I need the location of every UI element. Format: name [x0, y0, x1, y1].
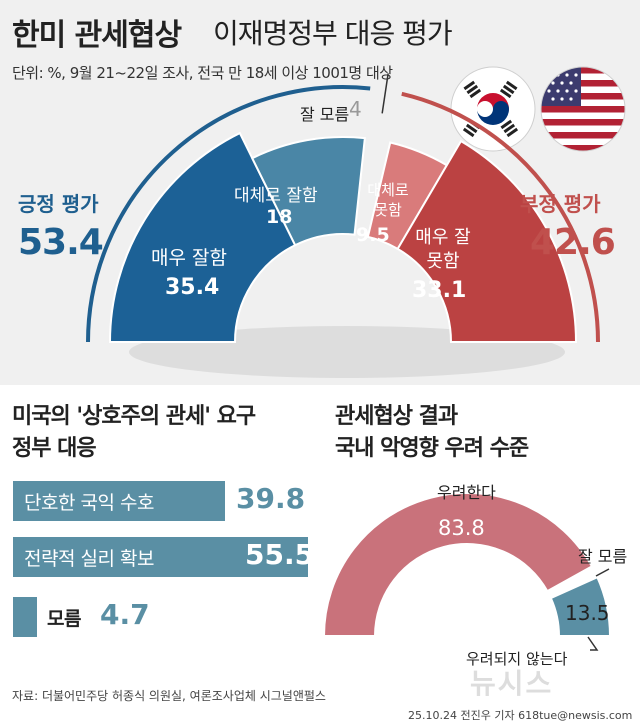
- slice-value-very-good: 35.4: [165, 275, 220, 300]
- policy-chart-title-line1: 미국의 '상호주의 관세' 요구: [12, 404, 256, 429]
- slice-value-bad: 9.5: [356, 224, 390, 246]
- title-sub: 이재명정부 대응 평가: [213, 17, 453, 50]
- slice-label-good: 대체로 잘함: [234, 186, 318, 206]
- concern-slice: [322, 492, 594, 637]
- positive-label: 긍정 평가: [18, 192, 99, 216]
- dontknow-label: 잘 모름: [300, 105, 350, 124]
- notconcern-slice: [549, 575, 612, 637]
- unit-note: 단위: %, 9월 21~22일 조사, 전국 만 18세 이상 1001명 대…: [12, 64, 393, 82]
- negative-label: 부정 평가: [520, 192, 601, 216]
- negative-value: 42.6: [530, 222, 616, 263]
- policy-chart-title-line2: 정부 대응: [12, 436, 97, 461]
- concern-chart-title-line2: 국내 악영향 우려 수준: [335, 436, 529, 461]
- slice-label-very-bad: 매우 잘못함: [412, 226, 474, 274]
- policy-bar: [13, 597, 37, 637]
- positive-outer-arc: [86, 85, 371, 343]
- concern-dontknow-leader: [595, 568, 610, 577]
- slice-good: [250, 136, 366, 247]
- credit-note: 25.10.24 전진우 기자 618tue@newsis.com: [408, 709, 633, 722]
- concern-notconcern-leader: [587, 636, 599, 651]
- dontknow-value: 4: [349, 97, 362, 121]
- policy-bar-label: 단호한 국익 수호: [24, 492, 154, 514]
- slice-label-bad: 대체로 못함: [360, 180, 416, 220]
- slice-very-bad: [396, 139, 578, 343]
- notconcern-label: 우려되지 않는다: [466, 650, 568, 668]
- slice-label-very-good: 매우 잘함: [151, 247, 227, 269]
- concern-dontknow-label: 잘 모름: [578, 547, 628, 566]
- source-note: 자료: 더불어민주당 허종식 의원실, 여론조사업체 시그널앤펄스: [12, 689, 326, 703]
- negative-outer-arc: [401, 91, 600, 343]
- dontknow-leader-line: [381, 73, 389, 114]
- policy-bar-label: 모름: [47, 608, 81, 630]
- policy-bar-label: 전략적 실리 확보: [24, 548, 154, 570]
- title-main: 한미 관세협상: [12, 18, 182, 53]
- policy-bar: [13, 481, 225, 521]
- slice-value-good: 18: [266, 206, 293, 228]
- policy-bar-value: 55.5: [245, 538, 315, 571]
- concern-value: 83.8: [438, 516, 485, 540]
- slice-label-very-bad-text: 매우 잘못함: [415, 227, 471, 272]
- concern-chart-title-line1: 관세협상 결과: [335, 404, 458, 429]
- slice-label-bad-text: 대체로 못함: [367, 181, 409, 219]
- watermark-logo: 뉴시스: [470, 667, 554, 700]
- usa-flag: [540, 66, 626, 152]
- policy-bar-value: 4.7: [100, 598, 150, 631]
- positive-value: 53.4: [18, 222, 104, 263]
- notconcern-value: 13.5: [565, 601, 610, 625]
- policy-bar-value: 39.8: [236, 482, 306, 515]
- concern-label: 우려한다: [437, 483, 496, 502]
- slice-value-very-bad: 33.1: [412, 278, 467, 303]
- slice-very-good: [108, 131, 297, 343]
- policy-bar: [13, 537, 308, 577]
